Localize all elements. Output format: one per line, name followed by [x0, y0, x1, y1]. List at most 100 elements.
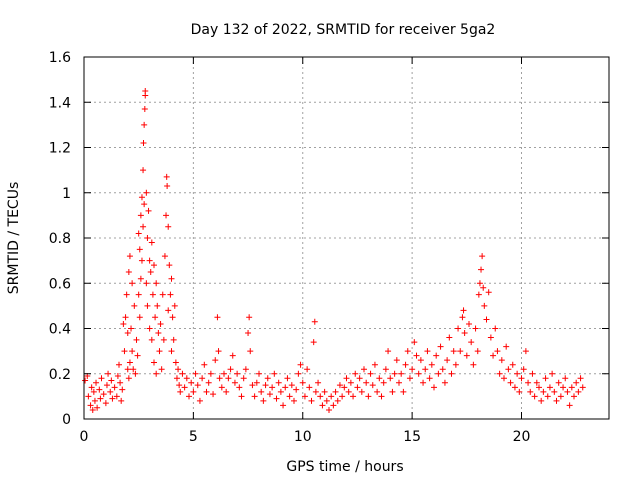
data-point — [82, 377, 89, 384]
y-tick-label: 0.4 — [49, 322, 71, 338]
data-point — [105, 370, 112, 377]
data-point — [496, 370, 503, 377]
data-point — [478, 266, 485, 273]
data-point — [466, 320, 472, 327]
data-point — [137, 275, 144, 282]
y-tick-label: 1.2 — [49, 141, 71, 157]
y-tick-label: 0 — [62, 412, 71, 428]
data-point — [437, 343, 444, 350]
data-point — [560, 384, 567, 391]
data-point — [161, 253, 168, 260]
data-point — [426, 375, 433, 382]
data-point — [114, 373, 121, 380]
data-point — [140, 223, 147, 230]
data-point — [133, 336, 140, 343]
data-point — [140, 167, 147, 174]
y-tick-label: 0.8 — [49, 231, 71, 247]
data-point — [141, 106, 148, 113]
data-point — [88, 384, 95, 391]
data-point — [468, 339, 475, 346]
data-point — [148, 239, 155, 246]
data-point — [205, 379, 212, 386]
data-point — [214, 314, 221, 321]
data-point — [509, 361, 516, 368]
data-point — [134, 352, 141, 359]
data-point — [100, 391, 107, 398]
data-point — [518, 375, 525, 382]
data-point — [216, 375, 223, 382]
data-point — [277, 388, 284, 395]
data-point — [428, 361, 435, 368]
data-point — [336, 382, 343, 389]
data-point — [253, 379, 260, 386]
data-point — [148, 336, 155, 343]
data-point — [196, 397, 203, 404]
data-point — [354, 384, 361, 391]
data-point — [483, 316, 490, 323]
data-point — [507, 379, 514, 386]
data-point — [485, 289, 492, 296]
data-point — [159, 291, 166, 298]
data-point — [311, 318, 318, 325]
data-point — [156, 348, 163, 355]
data-point — [141, 121, 148, 128]
data-point — [258, 388, 265, 395]
data-point — [391, 370, 398, 377]
data-point — [169, 314, 176, 321]
data-point — [203, 388, 210, 395]
data-point — [175, 366, 182, 373]
data-point — [522, 348, 529, 355]
data-point — [474, 348, 481, 355]
data-point — [431, 384, 437, 391]
data-point — [393, 357, 400, 364]
data-point — [147, 268, 154, 275]
data-point — [160, 336, 167, 343]
data-point — [463, 352, 470, 359]
data-point — [266, 391, 273, 398]
data-point — [153, 280, 160, 287]
data-point — [470, 361, 477, 368]
data-point — [557, 393, 564, 400]
data-point — [396, 379, 402, 386]
data-point — [540, 388, 547, 395]
data-point — [413, 352, 420, 359]
data-point — [242, 366, 249, 373]
data-point — [111, 384, 118, 391]
data-point — [264, 375, 271, 382]
data-point — [116, 361, 122, 368]
data-point — [179, 370, 186, 377]
data-point — [136, 314, 143, 321]
data-point — [171, 302, 178, 309]
y-tick-label: 1 — [62, 186, 71, 202]
data-point — [334, 397, 341, 404]
data-point — [119, 386, 126, 393]
data-point — [192, 370, 199, 377]
data-point — [544, 393, 551, 400]
data-point — [136, 246, 143, 253]
data-point — [319, 402, 326, 409]
data-point — [520, 366, 527, 373]
data-point — [109, 395, 116, 402]
data-point — [238, 393, 245, 400]
data-point — [450, 348, 457, 355]
data-point — [297, 361, 304, 368]
data-point — [378, 393, 385, 400]
data-points — [82, 87, 586, 413]
data-point — [301, 393, 308, 400]
data-point — [146, 257, 153, 264]
data-point — [564, 388, 571, 395]
data-point — [89, 406, 96, 413]
data-point — [153, 370, 160, 377]
data-point — [113, 393, 120, 400]
data-point — [577, 375, 584, 382]
data-point — [186, 393, 192, 400]
data-point — [476, 280, 483, 287]
data-point — [475, 291, 482, 298]
data-point — [269, 384, 276, 391]
data-point — [542, 375, 549, 382]
data-point — [341, 384, 348, 391]
data-point — [417, 357, 424, 364]
data-point — [221, 370, 227, 377]
data-point — [151, 359, 157, 366]
data-point — [138, 257, 145, 264]
